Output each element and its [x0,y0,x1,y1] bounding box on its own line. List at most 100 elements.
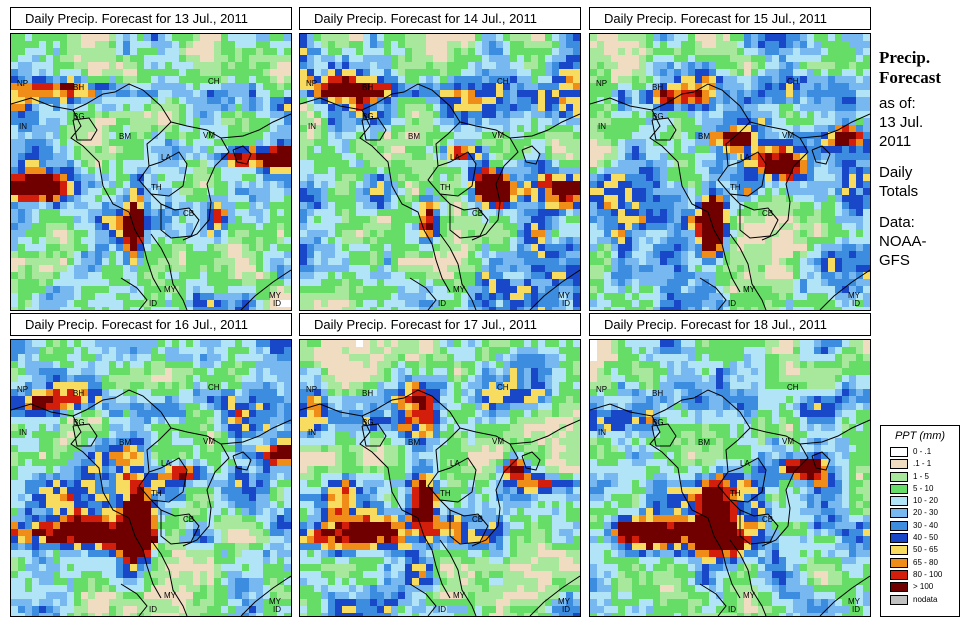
precip-cell [370,237,377,244]
precip-cell [25,195,32,202]
precip-cell [277,300,284,307]
precip-cell [314,153,321,160]
precip-cell [426,132,433,139]
precip-cell [632,118,639,125]
precip-cell [328,258,335,265]
precip-cell [235,83,242,90]
precip-cell [88,90,95,97]
precip-cell [842,265,849,272]
precip-cell [221,41,228,48]
precip-cell [433,55,440,62]
precip-cell [545,286,552,293]
precip-cell [228,153,235,160]
precip-cell [60,286,67,293]
precip-cell [46,223,53,230]
precip-cell [482,104,489,111]
precip-cell [667,34,674,41]
precip-cell [433,272,440,279]
precip-cell [384,279,391,286]
precip-cell [489,300,496,307]
precip-cell [32,83,39,90]
precip-cell [158,230,165,237]
precip-cell [123,340,130,347]
precip-cell [398,146,405,153]
precip-cell [102,83,109,90]
precip-cell [172,237,179,244]
precip-cell [356,69,363,76]
precip-cell [284,237,291,244]
precip-cell [849,258,856,265]
precip-cell [552,55,559,62]
precip-cell [765,34,772,41]
precip-cell [849,125,856,132]
precip-cell [716,265,723,272]
precip-cell [723,118,730,125]
precip-cell [531,293,538,300]
precip-cell [765,125,772,132]
precip-cell [256,223,263,230]
precip-cell [807,188,814,195]
precip-cell [758,97,765,104]
precip-cell [496,216,503,223]
precip-cell [151,132,158,139]
precip-cell [53,237,60,244]
precip-cell [573,146,580,153]
precip-cell [625,181,632,188]
precip-cell [32,139,39,146]
precip-cell [772,244,779,251]
precip-cell [646,160,653,167]
precip-cell [200,251,207,258]
precip-cell [751,104,758,111]
precip-cell [786,146,793,153]
precip-cell [307,160,314,167]
precip-cell [172,139,179,146]
precip-cell [109,340,116,347]
precip-cell [461,251,468,258]
precip-cell [370,62,377,69]
precip-cell [314,230,321,237]
precip-cell [842,160,849,167]
precip-cell [307,104,314,111]
precip-cell [419,90,426,97]
precip-cell [158,146,165,153]
precip-cell [81,97,88,104]
precip-cell [193,104,200,111]
precip-cell [165,265,172,272]
precip-cell [137,69,144,76]
precip-cell [531,265,538,272]
precip-cell [660,188,667,195]
precip-cell [559,202,566,209]
precip-cell [688,139,695,146]
precip-cell [39,62,46,69]
precip-cell [653,209,660,216]
precip-cell [573,90,580,97]
precip-cell [321,230,328,237]
precip-cell [270,347,277,354]
precip-cell [807,209,814,216]
precip-cell [566,69,573,76]
precip-cell [200,62,207,69]
precip-cell [646,104,653,111]
precip-cell [144,347,151,354]
precip-cell [510,104,517,111]
precip-cell [849,286,856,293]
precip-cell [335,139,342,146]
precip-cell [321,48,328,55]
precip-cell [116,279,123,286]
forecast-panel-2: Daily Precip. Forecast for 14 Jul., 2011… [299,7,581,311]
precip-cell [545,265,552,272]
precip-cell [695,237,702,244]
precip-cell [814,188,821,195]
precip-cell [284,83,291,90]
precip-cell [433,41,440,48]
precip-cell [758,286,765,293]
precip-cell [807,174,814,181]
precip-cell [807,230,814,237]
precip-cell [475,118,482,125]
precip-cell [256,265,263,272]
precip-cell [25,188,32,195]
precip-cell [18,90,25,97]
precip-cell [228,293,235,300]
precip-cell [674,181,681,188]
precip-cell [800,188,807,195]
